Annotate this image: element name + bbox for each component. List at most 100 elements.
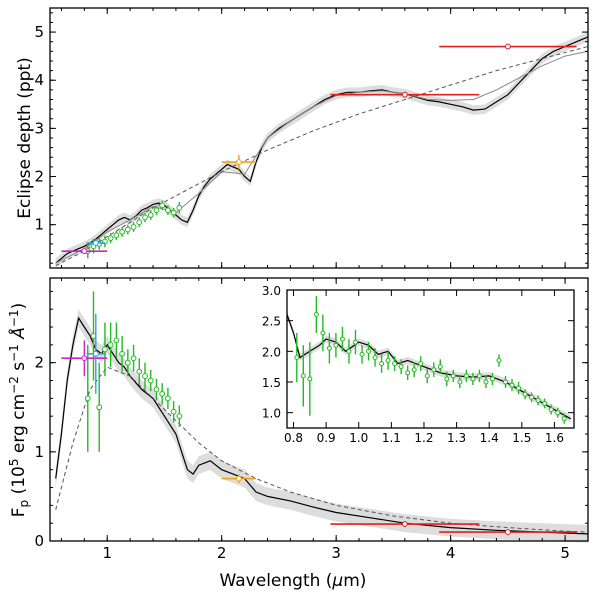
wfc3-data-point [136, 219, 143, 226]
x-tick-label: 4 [446, 544, 456, 562]
wfc3-data-point [124, 359, 131, 366]
inset-plot-area [286, 296, 571, 424]
ground_k-data-point [235, 475, 242, 482]
wfc3-data-point [165, 395, 171, 402]
spitzer-data-point [401, 521, 408, 527]
wfc3-data-point [313, 312, 319, 318]
wfc3-data-point [489, 376, 495, 382]
y-tick-label: 2.0 [262, 345, 281, 359]
y-tick-label: 1 [34, 216, 44, 234]
wfc3-data-point [496, 358, 502, 364]
wfc3-data-point [320, 330, 326, 336]
wfc3-data-point [153, 207, 160, 214]
wfc3-data-point [113, 232, 120, 239]
wfc3-data-point [548, 407, 554, 413]
wfc3-data-point [159, 390, 166, 397]
wfc3-data-point [159, 202, 166, 209]
wfc3-data-point [470, 376, 476, 382]
spitzer-data-point [401, 91, 408, 98]
flux-axes-frame [49, 277, 589, 542]
flux-ticks: 1 2 3 4 5 0 1 2 [34, 278, 588, 562]
y-tick-label: 0 [34, 532, 44, 550]
inset-axes-frame [286, 289, 575, 429]
x-tick-label: 1.1 [382, 431, 401, 445]
wfc3-data-point [483, 379, 489, 385]
wfc3-data-point [437, 364, 443, 370]
ground_k-data-point [235, 159, 242, 165]
inset-ticks: 0.8 0.9 1.0 1.1 1.2 1.3 1.4 1.5 1.6 1.0 1.5 2.0 2.5 3… [262, 284, 574, 445]
wfc3-data-point [418, 361, 424, 367]
model-gray-line [55, 50, 589, 264]
wfc3-data-point [333, 342, 339, 348]
x-tick-label: 1.3 [447, 431, 466, 445]
wfc3-data-point [326, 345, 332, 351]
model-uncertainty-band [55, 32, 588, 268]
wfc3-data-point [352, 339, 358, 345]
spitzer-data-point [504, 529, 511, 535]
wfc3-data-point [366, 348, 372, 354]
wfc3-data-point [119, 228, 126, 235]
wfc3-data-point [170, 408, 177, 415]
wfc3-data-point [119, 350, 126, 357]
flux-plot-area [55, 291, 589, 543]
wfc3-data-point [142, 214, 148, 221]
wfc3-data-point [176, 204, 183, 211]
wfc3-data-point [385, 358, 391, 364]
wfc3-data-point [170, 209, 177, 216]
wfc3-data-point [147, 377, 154, 384]
x-tick-label: 1.0 [349, 431, 368, 445]
inset-panel: 0.8 0.9 1.0 1.1 1.2 1.3 1.4 1.5 1.6 1.0 1.5 2.0 2.5 3… [262, 284, 575, 445]
eclipse-depth-ticks: 1 2 3 4 5 [34, 8, 588, 268]
wfc3-data-point [142, 373, 148, 379]
wfc3-data-point [339, 336, 345, 342]
ground_j-data-point [92, 350, 99, 357]
flux-panel: 1 2 3 4 5 0 1 2 Wavelength (μm) Fp (105 erg cm−… [7, 277, 589, 591]
model-spectrum-line [286, 314, 571, 420]
x-tick-label: 1.5 [512, 431, 531, 445]
y-tick-label: 5 [34, 23, 44, 41]
wfc3-data-point [529, 394, 535, 400]
wfc3-data-point [444, 376, 450, 382]
eclipse-depth-y-label: Eclipse depth (ppt) [15, 57, 35, 218]
x-tick-label: 3 [331, 544, 341, 562]
y-tick-label: 3 [34, 119, 44, 137]
y-tick-label: 3.0 [262, 284, 281, 298]
wfc3-data-point [300, 373, 306, 379]
wfc3-data-point [379, 361, 385, 367]
wfc3-data-point [535, 397, 541, 403]
wfc3-data-point [405, 370, 411, 376]
wfc3-data-point [398, 364, 404, 370]
spitzer-data-point [504, 43, 511, 50]
y-tick-label: 2 [34, 168, 44, 186]
wfc3-data-point [153, 386, 160, 393]
wfc3-data-point [84, 395, 91, 402]
wfc3-data-point [307, 376, 313, 382]
y-tick-label: 2 [34, 354, 44, 372]
wfc3-data-point [165, 207, 171, 214]
wavelength-x-label: Wavelength (μm) [220, 571, 367, 591]
eclipse-depth-panel: 1 2 3 4 5 Eclipse depth (ppt) [15, 7, 589, 269]
wfc3-data-point [503, 379, 509, 385]
x-tick-label: 0.8 [284, 431, 303, 445]
y-tick-label: 4 [34, 71, 44, 89]
wfc3-data-point [130, 224, 137, 230]
x-tick-label: 1 [102, 544, 112, 562]
x-tick-label: 1.6 [545, 431, 564, 445]
wfc3-data-point [96, 404, 103, 411]
wfc3-data-point [124, 226, 131, 233]
wfc3-data-point [147, 212, 154, 218]
wfc3-data-point [411, 367, 417, 373]
model-uncertainty-band [287, 310, 571, 423]
wfc3-data-point [516, 385, 522, 391]
model-spectrum-line [55, 316, 589, 535]
wfc3-data-point [476, 373, 482, 379]
wfc3-data-point [372, 354, 378, 360]
x-tick-label: 0.9 [317, 431, 336, 445]
wfc3-data-point [130, 355, 137, 362]
wfc3-data-point [457, 379, 463, 385]
blackbody-dashed-line [55, 46, 589, 267]
wfc3-data-point [113, 337, 120, 344]
wfc3-data-point [463, 373, 469, 379]
x-tick-label: 1.4 [480, 431, 499, 445]
